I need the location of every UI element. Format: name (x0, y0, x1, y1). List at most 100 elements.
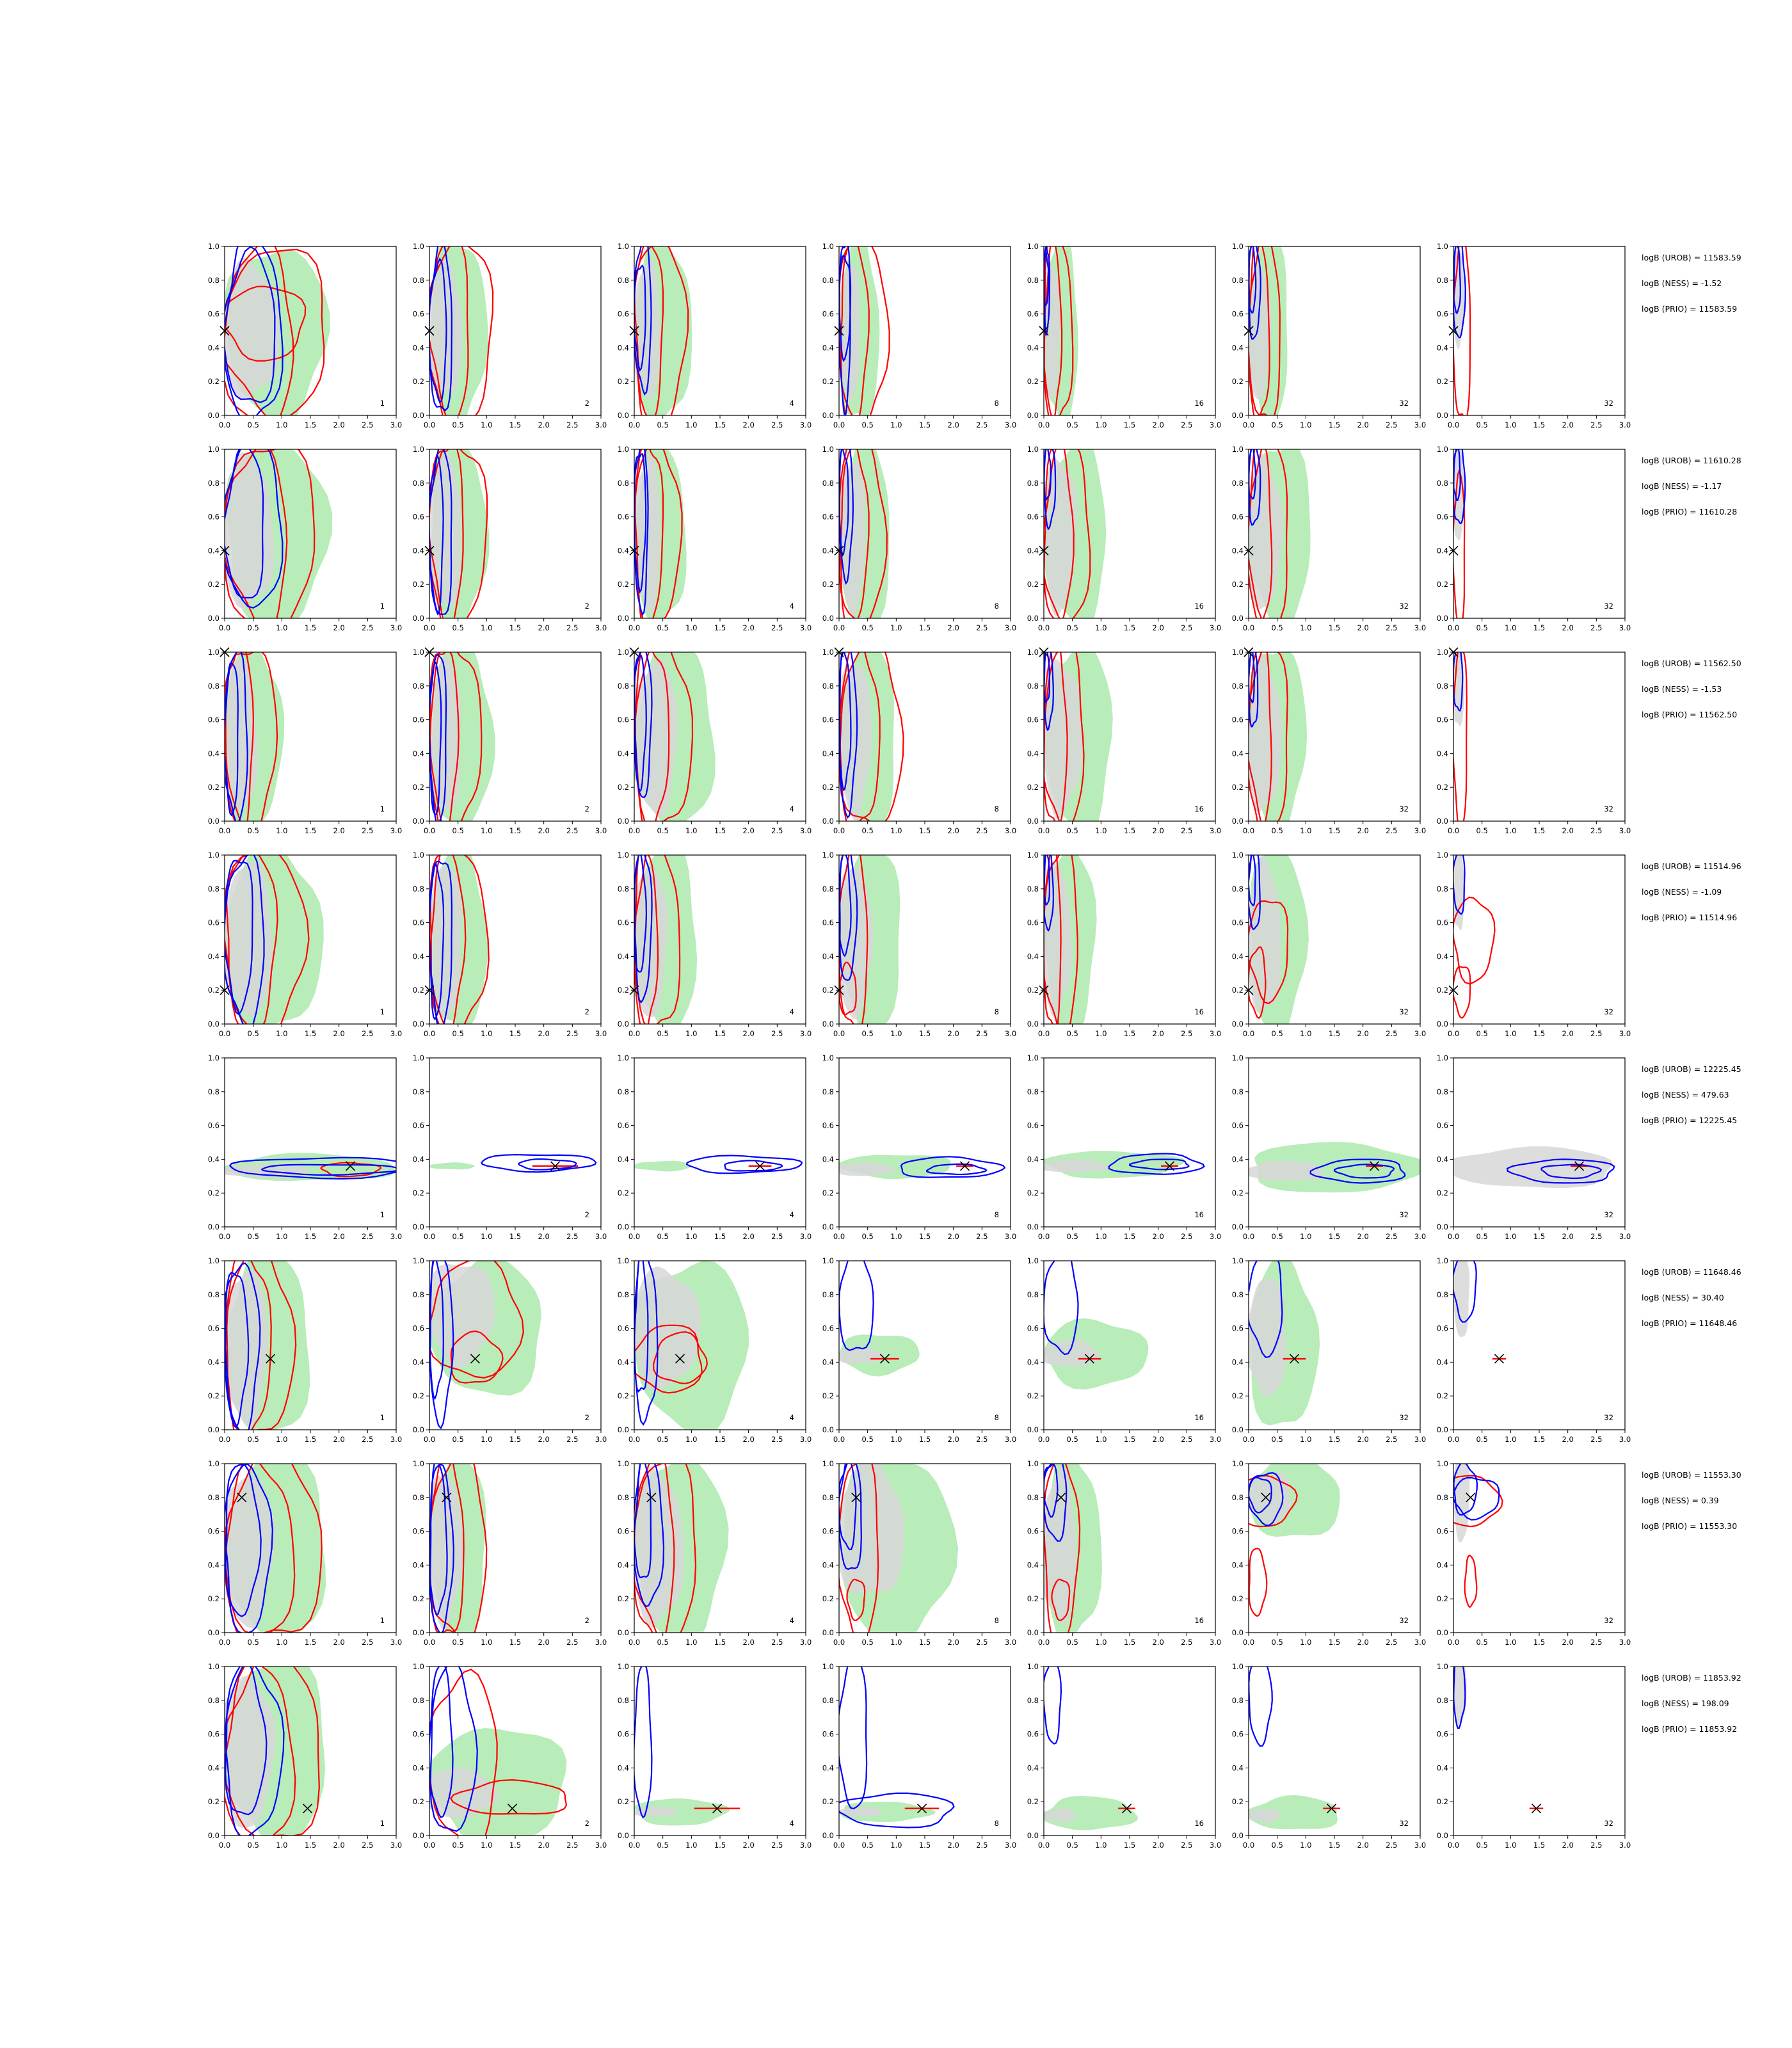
panel-label: 8 (995, 399, 999, 408)
y-tick-label: 0.8 (208, 1087, 220, 1096)
y-tick-label: 0.6 (1027, 918, 1039, 927)
truth-marker (1326, 1804, 1337, 1814)
gray-region (839, 867, 874, 1020)
y-tick-label: 0.8 (1027, 1696, 1039, 1705)
panel-r5-c4: 0.0 0.5 1.0 1.5 2.0 2.5 3.0 0.0 0.2 0.4 0.6 0.8 1.0 8 (822, 1053, 1016, 1241)
truth-marker (345, 1161, 356, 1171)
x-tick-label: 2.5 (976, 623, 988, 632)
x-tick-label: 1.5 (1329, 420, 1340, 429)
y-tick-label: 0.2 (1232, 377, 1244, 386)
blue-contour (634, 1464, 652, 1579)
panel-r6-c2: 0.0 0.5 1.0 1.5 2.0 2.5 3.0 0.0 0.2 0.4 0.6 0.8 1.0 2 (413, 1256, 607, 1444)
y-tick-label: 0.6 (208, 310, 220, 319)
panel-plot-area (1453, 855, 1496, 1019)
row-stat-text: logB (PRIO) = 11583.59 (1642, 304, 1737, 314)
y-tick-label: 0.0 (413, 1222, 424, 1231)
y-tick-label: 0.0 (1232, 614, 1244, 623)
red-contour (1249, 1548, 1268, 1617)
red-contour (1044, 652, 1068, 821)
x-tick-label: 1.5 (919, 623, 931, 632)
x-tick-label: 2.0 (743, 1029, 755, 1038)
panel-label: 32 (1604, 1210, 1613, 1219)
blue-contour (225, 855, 265, 1024)
y-tick-label: 0.6 (1027, 1324, 1039, 1333)
y-tick-label: 0.4 (1437, 1763, 1448, 1772)
x-tick-label: 0.0 (1243, 1638, 1254, 1647)
blue-contour (1249, 652, 1256, 704)
y-tick-label: 1.0 (618, 1256, 629, 1265)
y-tick-label: 0.2 (618, 1797, 629, 1806)
x-tick-label: 1.0 (276, 1638, 287, 1647)
x-tick-label: 1.0 (890, 1029, 902, 1038)
blue-contour (1044, 1667, 1062, 1745)
x-tick-label: 1.0 (481, 1435, 492, 1444)
y-tick-label: 0.2 (822, 1188, 834, 1197)
x-tick-label: 0.5 (248, 623, 259, 632)
y-tick-label: 0.2 (1437, 1797, 1448, 1806)
x-tick-label: 3.0 (1005, 1638, 1016, 1647)
panel-label: 1 (380, 602, 385, 611)
x-tick-label: 0.0 (424, 1638, 435, 1647)
y-tick-label: 1.0 (208, 1256, 220, 1265)
y-tick-label: 0.6 (208, 716, 220, 724)
x-tick-label: 2.5 (566, 623, 578, 632)
x-tick-label: 0.5 (657, 623, 669, 632)
x-tick-label: 2.5 (1590, 1638, 1602, 1647)
blue-contour (429, 1261, 454, 1430)
red-contour (839, 449, 888, 618)
panel-label: 32 (1399, 602, 1409, 611)
x-tick-label: 0.5 (1272, 1029, 1283, 1038)
y-tick-label: 1.0 (413, 1256, 424, 1265)
x-tick-label: 0.0 (628, 420, 640, 429)
panel-label: 16 (1194, 804, 1204, 813)
y-tick-label: 0.8 (1437, 1493, 1448, 1502)
y-tick-label: 0.6 (1027, 310, 1039, 319)
x-tick-label: 3.0 (390, 420, 402, 429)
y-tick-label: 0.0 (1027, 1222, 1039, 1231)
y-tick-label: 0.0 (208, 1020, 220, 1028)
x-tick-label: 2.5 (566, 1232, 578, 1241)
panel-label: 32 (1604, 1616, 1613, 1625)
x-tick-label: 3.0 (595, 623, 607, 632)
truth-marker (265, 1354, 276, 1364)
y-tick-label: 0.4 (822, 749, 834, 758)
red-contour (1249, 246, 1270, 415)
y-tick-label: 0.4 (618, 1560, 629, 1569)
x-tick-label: 2.0 (743, 420, 755, 429)
y-tick-label: 0.2 (413, 1594, 424, 1603)
panel-plot-area (225, 1261, 310, 1430)
y-tick-label: 0.8 (413, 276, 424, 285)
row-stat-text: logB (PRIO) = 11853.92 (1642, 1724, 1737, 1734)
x-tick-label: 0.0 (1038, 1232, 1050, 1241)
y-tick-label: 0.0 (413, 1628, 424, 1637)
y-tick-label: 0.4 (822, 1357, 834, 1366)
panel-plot-area (1249, 1464, 1340, 1617)
y-tick-label: 0.0 (1437, 1831, 1448, 1840)
panel-frame (1453, 1463, 1626, 1633)
x-tick-label: 0.5 (1067, 1232, 1078, 1241)
x-tick-label: 1.5 (1329, 1841, 1340, 1850)
red-contour (1249, 449, 1288, 618)
blue-contour (429, 653, 447, 821)
y-tick-label: 0.4 (208, 546, 220, 555)
x-tick-label: 1.5 (1533, 1232, 1545, 1241)
y-tick-label: 0.4 (1232, 749, 1244, 758)
panel-plot-area (634, 449, 687, 618)
panel-label: 2 (585, 1819, 589, 1828)
blue-contour (1044, 1261, 1079, 1356)
y-tick-label: 0.8 (208, 884, 220, 893)
x-tick-label: 1.0 (1095, 1029, 1107, 1038)
panel-r3-c6: 0.0 0.5 1.0 1.5 2.0 2.5 3.0 0.0 0.2 0.4 0.6 0.8 1.0 3… (1232, 647, 1426, 835)
x-tick-label: 0.5 (1067, 826, 1078, 835)
x-tick-label: 0.0 (1243, 1029, 1254, 1038)
red-contour (1464, 1554, 1478, 1608)
blue-contour (1044, 246, 1051, 337)
x-tick-label: 2.0 (538, 1029, 550, 1038)
red-contour (1249, 652, 1272, 821)
x-tick-label: 1.5 (919, 1232, 931, 1241)
x-tick-label: 1.0 (685, 1029, 697, 1038)
y-tick-label: 0.2 (413, 377, 424, 386)
panel-label: 4 (790, 1819, 794, 1828)
panel-r7-c3: 0.0 0.5 1.0 1.5 2.0 2.5 3.0 0.0 0.2 0.4 0.6 0.8 1.0 4 (618, 1459, 812, 1647)
x-tick-label: 1.5 (714, 1841, 726, 1850)
